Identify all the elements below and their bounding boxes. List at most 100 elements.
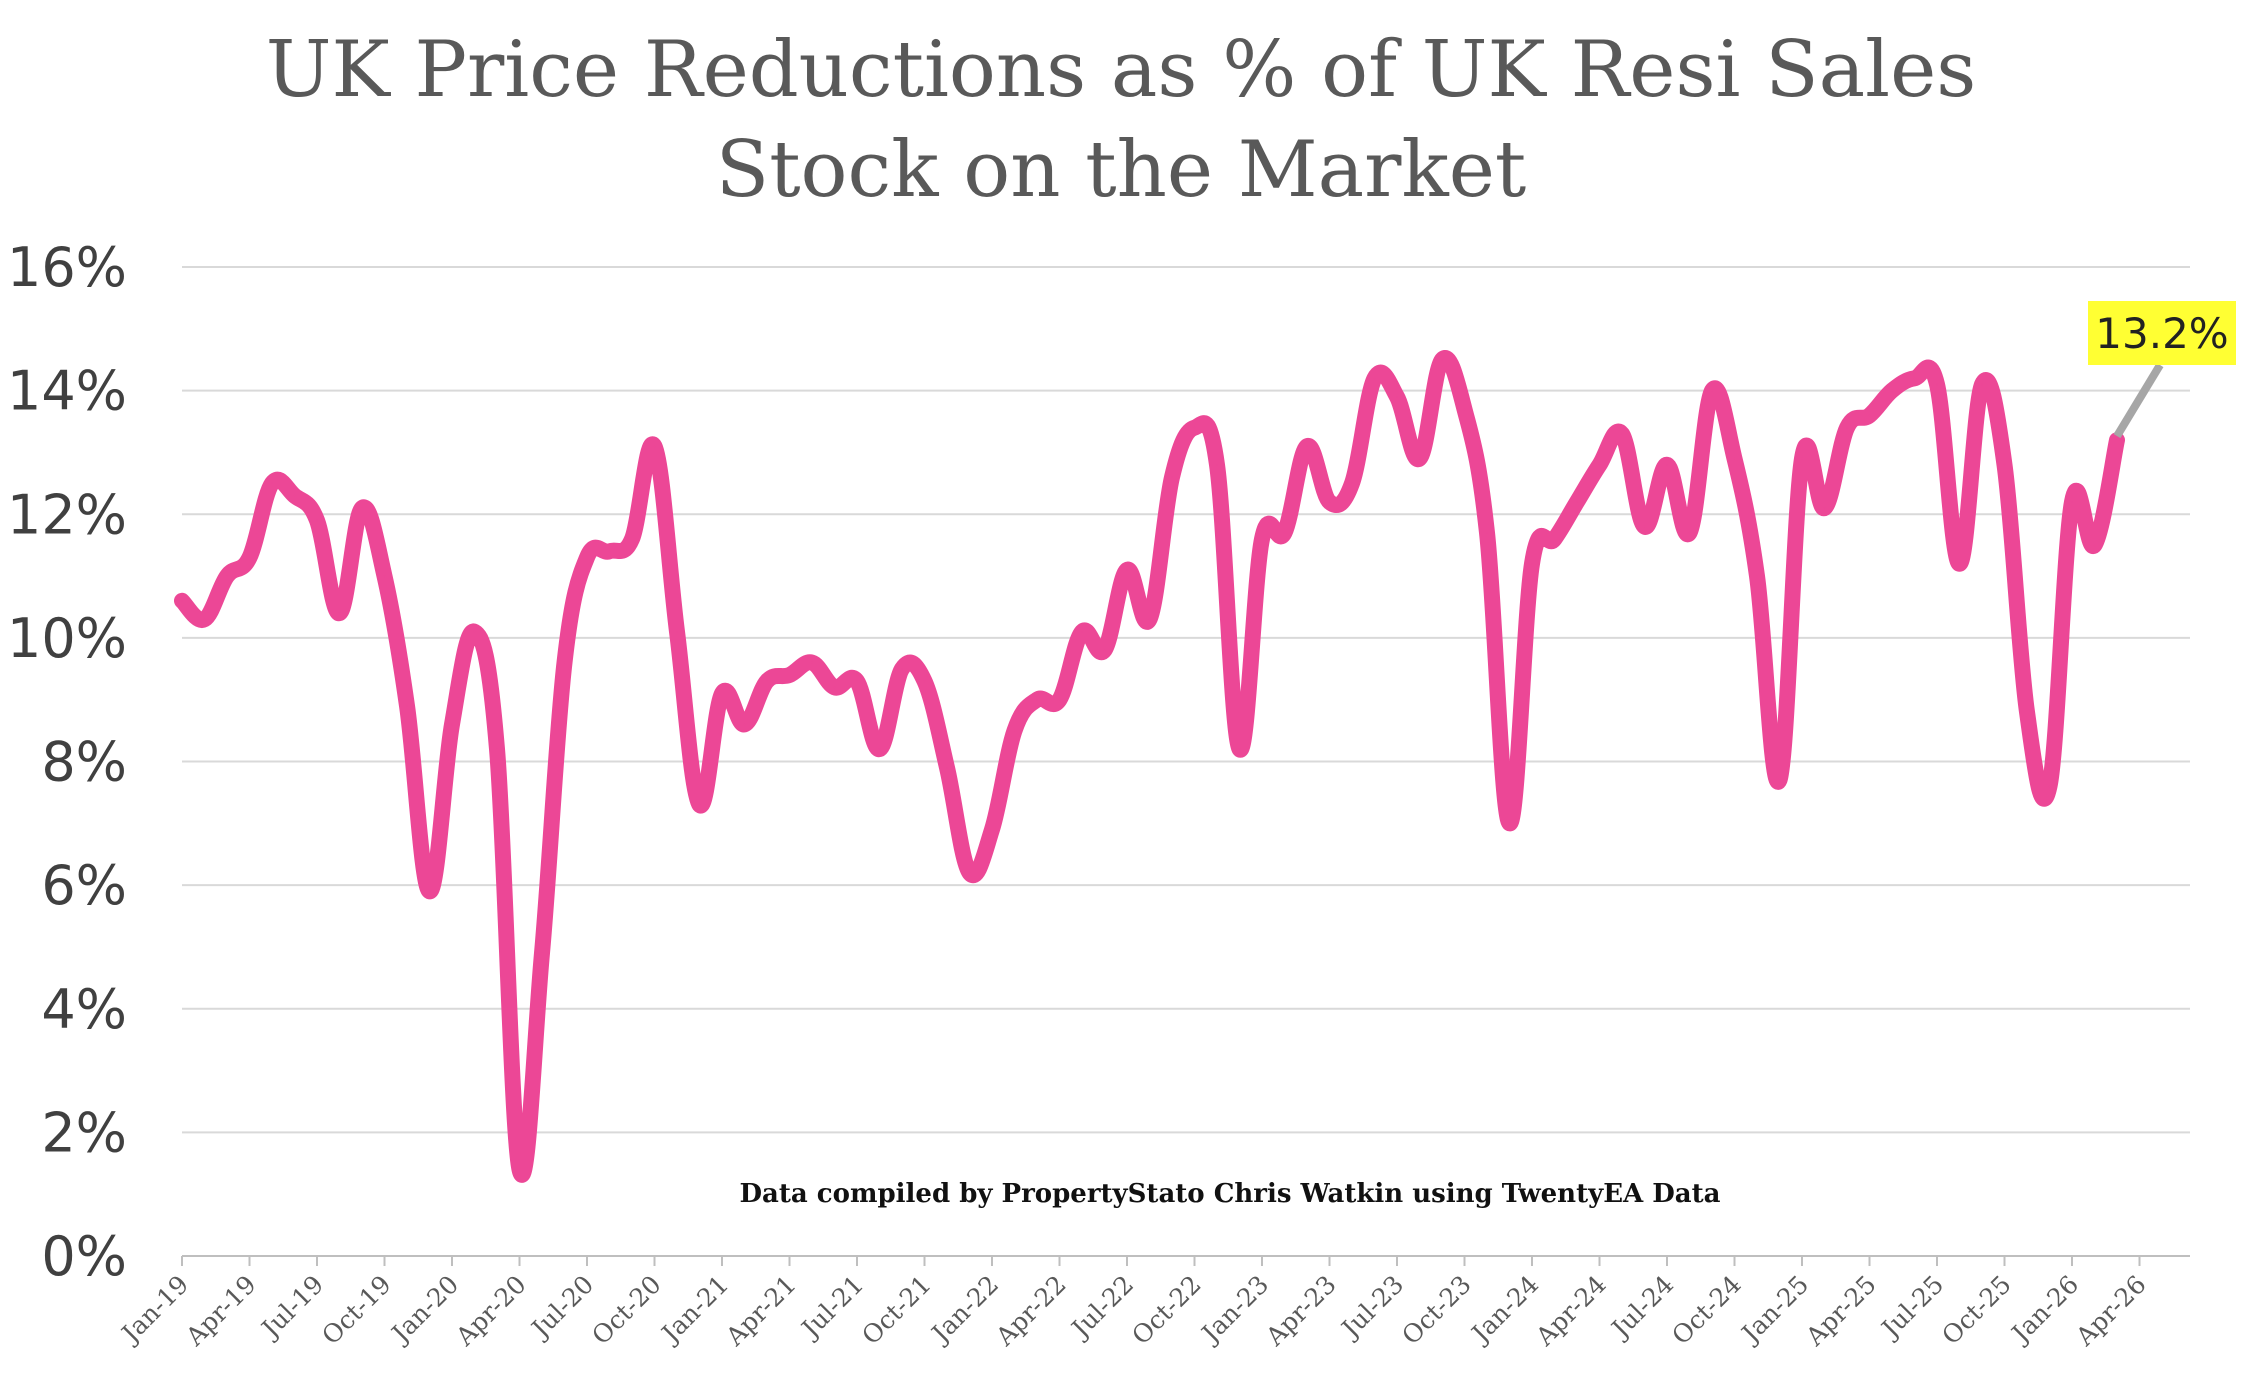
data-credit: Data compiled by PropertyStato Chris Wat… bbox=[740, 1179, 1721, 1209]
series-point bbox=[878, 748, 881, 751]
series-point bbox=[1913, 377, 1916, 380]
series-point bbox=[743, 723, 746, 726]
series-point bbox=[203, 618, 206, 621]
series-point bbox=[338, 612, 341, 615]
x-tick-label: Oct-24 bbox=[1666, 1270, 1746, 1350]
series-point bbox=[2093, 544, 2096, 547]
series-point bbox=[1846, 426, 1848, 429]
x-tick-label: Jan-24 bbox=[1464, 1270, 1544, 1350]
x-tick-label: Jul-22 bbox=[1064, 1270, 1139, 1345]
series-point bbox=[1576, 500, 1578, 503]
x-tick-label: Apr-20 bbox=[450, 1270, 532, 1352]
y-tick-label: 10% bbox=[7, 607, 127, 670]
chart-title-line-1: UK Price Reductions as % of UK Resi Sale… bbox=[266, 25, 1977, 115]
x-tick-label: Apr-23 bbox=[1260, 1270, 1342, 1352]
series-point bbox=[1441, 358, 1443, 361]
x-tick-label: Apr-25 bbox=[1800, 1270, 1882, 1352]
x-tick-label: Oct-22 bbox=[1126, 1270, 1206, 1350]
series-point bbox=[383, 575, 386, 578]
x-tick-label: Jan-26 bbox=[2004, 1270, 2084, 1350]
series-point bbox=[1891, 389, 1893, 392]
callout-box bbox=[2088, 301, 2236, 365]
series-point bbox=[1981, 383, 1983, 386]
series-point bbox=[1621, 432, 1623, 435]
series-point bbox=[1238, 748, 1241, 751]
series-point bbox=[1643, 525, 1646, 528]
series-point bbox=[1126, 568, 1128, 571]
x-axis-ticks: Jan-19Apr-19Jul-19Oct-19Jan-20Apr-20Jul-… bbox=[114, 1256, 2152, 1352]
series-point bbox=[1688, 531, 1691, 534]
series-point bbox=[1936, 383, 1938, 386]
x-tick-label: Jul-21 bbox=[794, 1270, 869, 1345]
series-point bbox=[1283, 531, 1286, 534]
series-point bbox=[968, 871, 971, 874]
series-point bbox=[2116, 439, 2118, 442]
series-point bbox=[473, 630, 476, 633]
series-point bbox=[181, 599, 183, 602]
x-tick-label: Jul-19 bbox=[254, 1270, 329, 1345]
series-point bbox=[923, 680, 926, 683]
y-tick-label: 8% bbox=[41, 731, 127, 794]
x-tick-label: Oct-21 bbox=[856, 1270, 936, 1350]
series-point bbox=[563, 661, 566, 664]
callout: 13.2% bbox=[2088, 301, 2236, 439]
series-point bbox=[1013, 729, 1016, 732]
x-tick-label: Jan-20 bbox=[384, 1270, 464, 1350]
series-point bbox=[226, 575, 228, 578]
series-point bbox=[2071, 500, 2073, 503]
y-tick-label: 14% bbox=[7, 360, 127, 423]
series-point bbox=[1823, 507, 1826, 510]
series-point bbox=[653, 445, 656, 448]
series-point bbox=[676, 630, 678, 633]
y-tick-label: 0% bbox=[41, 1225, 127, 1288]
series-point bbox=[833, 686, 836, 689]
x-tick-label: Jan-21 bbox=[654, 1270, 734, 1350]
series-point bbox=[1598, 463, 1601, 466]
series-point bbox=[1216, 463, 1218, 466]
series-point bbox=[1036, 698, 1038, 701]
y-axis-ticks: 0% 2% 4% 6% 8% 10% 12% 14% 16% bbox=[7, 236, 127, 1288]
series-point bbox=[361, 507, 363, 510]
x-tick-label: Apr-24 bbox=[1530, 1270, 1612, 1352]
series-point bbox=[1463, 408, 1466, 411]
series-point bbox=[1508, 822, 1511, 825]
x-tick-label: Apr-19 bbox=[180, 1270, 262, 1352]
series-point bbox=[1396, 395, 1398, 398]
series-point bbox=[946, 766, 948, 769]
series-point bbox=[293, 494, 296, 497]
y-tick-label: 12% bbox=[7, 483, 127, 546]
callout-label: 13.2% bbox=[2095, 309, 2228, 358]
series-point bbox=[271, 482, 273, 485]
x-tick-label: Jul-23 bbox=[1334, 1270, 1409, 1345]
series-layer bbox=[174, 350, 2125, 1183]
series-point bbox=[811, 661, 813, 664]
series-point bbox=[1058, 698, 1061, 701]
x-tick-label: Jul-24 bbox=[1604, 1270, 1679, 1345]
y-tick-label: 2% bbox=[41, 1101, 127, 1164]
series-point bbox=[901, 667, 903, 670]
series-point bbox=[1553, 538, 1556, 540]
x-tick-label: Oct-19 bbox=[316, 1270, 396, 1350]
x-tick-label: Apr-21 bbox=[720, 1270, 802, 1352]
series-point bbox=[428, 890, 431, 893]
x-tick-label: Oct-23 bbox=[1396, 1270, 1476, 1350]
series-point bbox=[518, 1168, 521, 1171]
series-point bbox=[1081, 630, 1083, 633]
series-point bbox=[721, 692, 723, 695]
series-point bbox=[1756, 575, 1758, 578]
series-point bbox=[698, 803, 701, 806]
series-point bbox=[1193, 426, 1196, 429]
x-tick-label: Jul-20 bbox=[524, 1270, 599, 1345]
series-point bbox=[1328, 500, 1331, 503]
series-point bbox=[1373, 377, 1376, 380]
x-tick-label: Jul-25 bbox=[1874, 1270, 1949, 1345]
series-point bbox=[1711, 389, 1713, 392]
series-point bbox=[406, 704, 408, 707]
series-point bbox=[496, 748, 498, 751]
series-point bbox=[631, 538, 633, 540]
series-point bbox=[2048, 785, 2051, 788]
series-point bbox=[1486, 531, 1488, 534]
series-point bbox=[766, 680, 768, 683]
series-point bbox=[1306, 445, 1308, 448]
y-tick-label: 4% bbox=[41, 978, 127, 1041]
